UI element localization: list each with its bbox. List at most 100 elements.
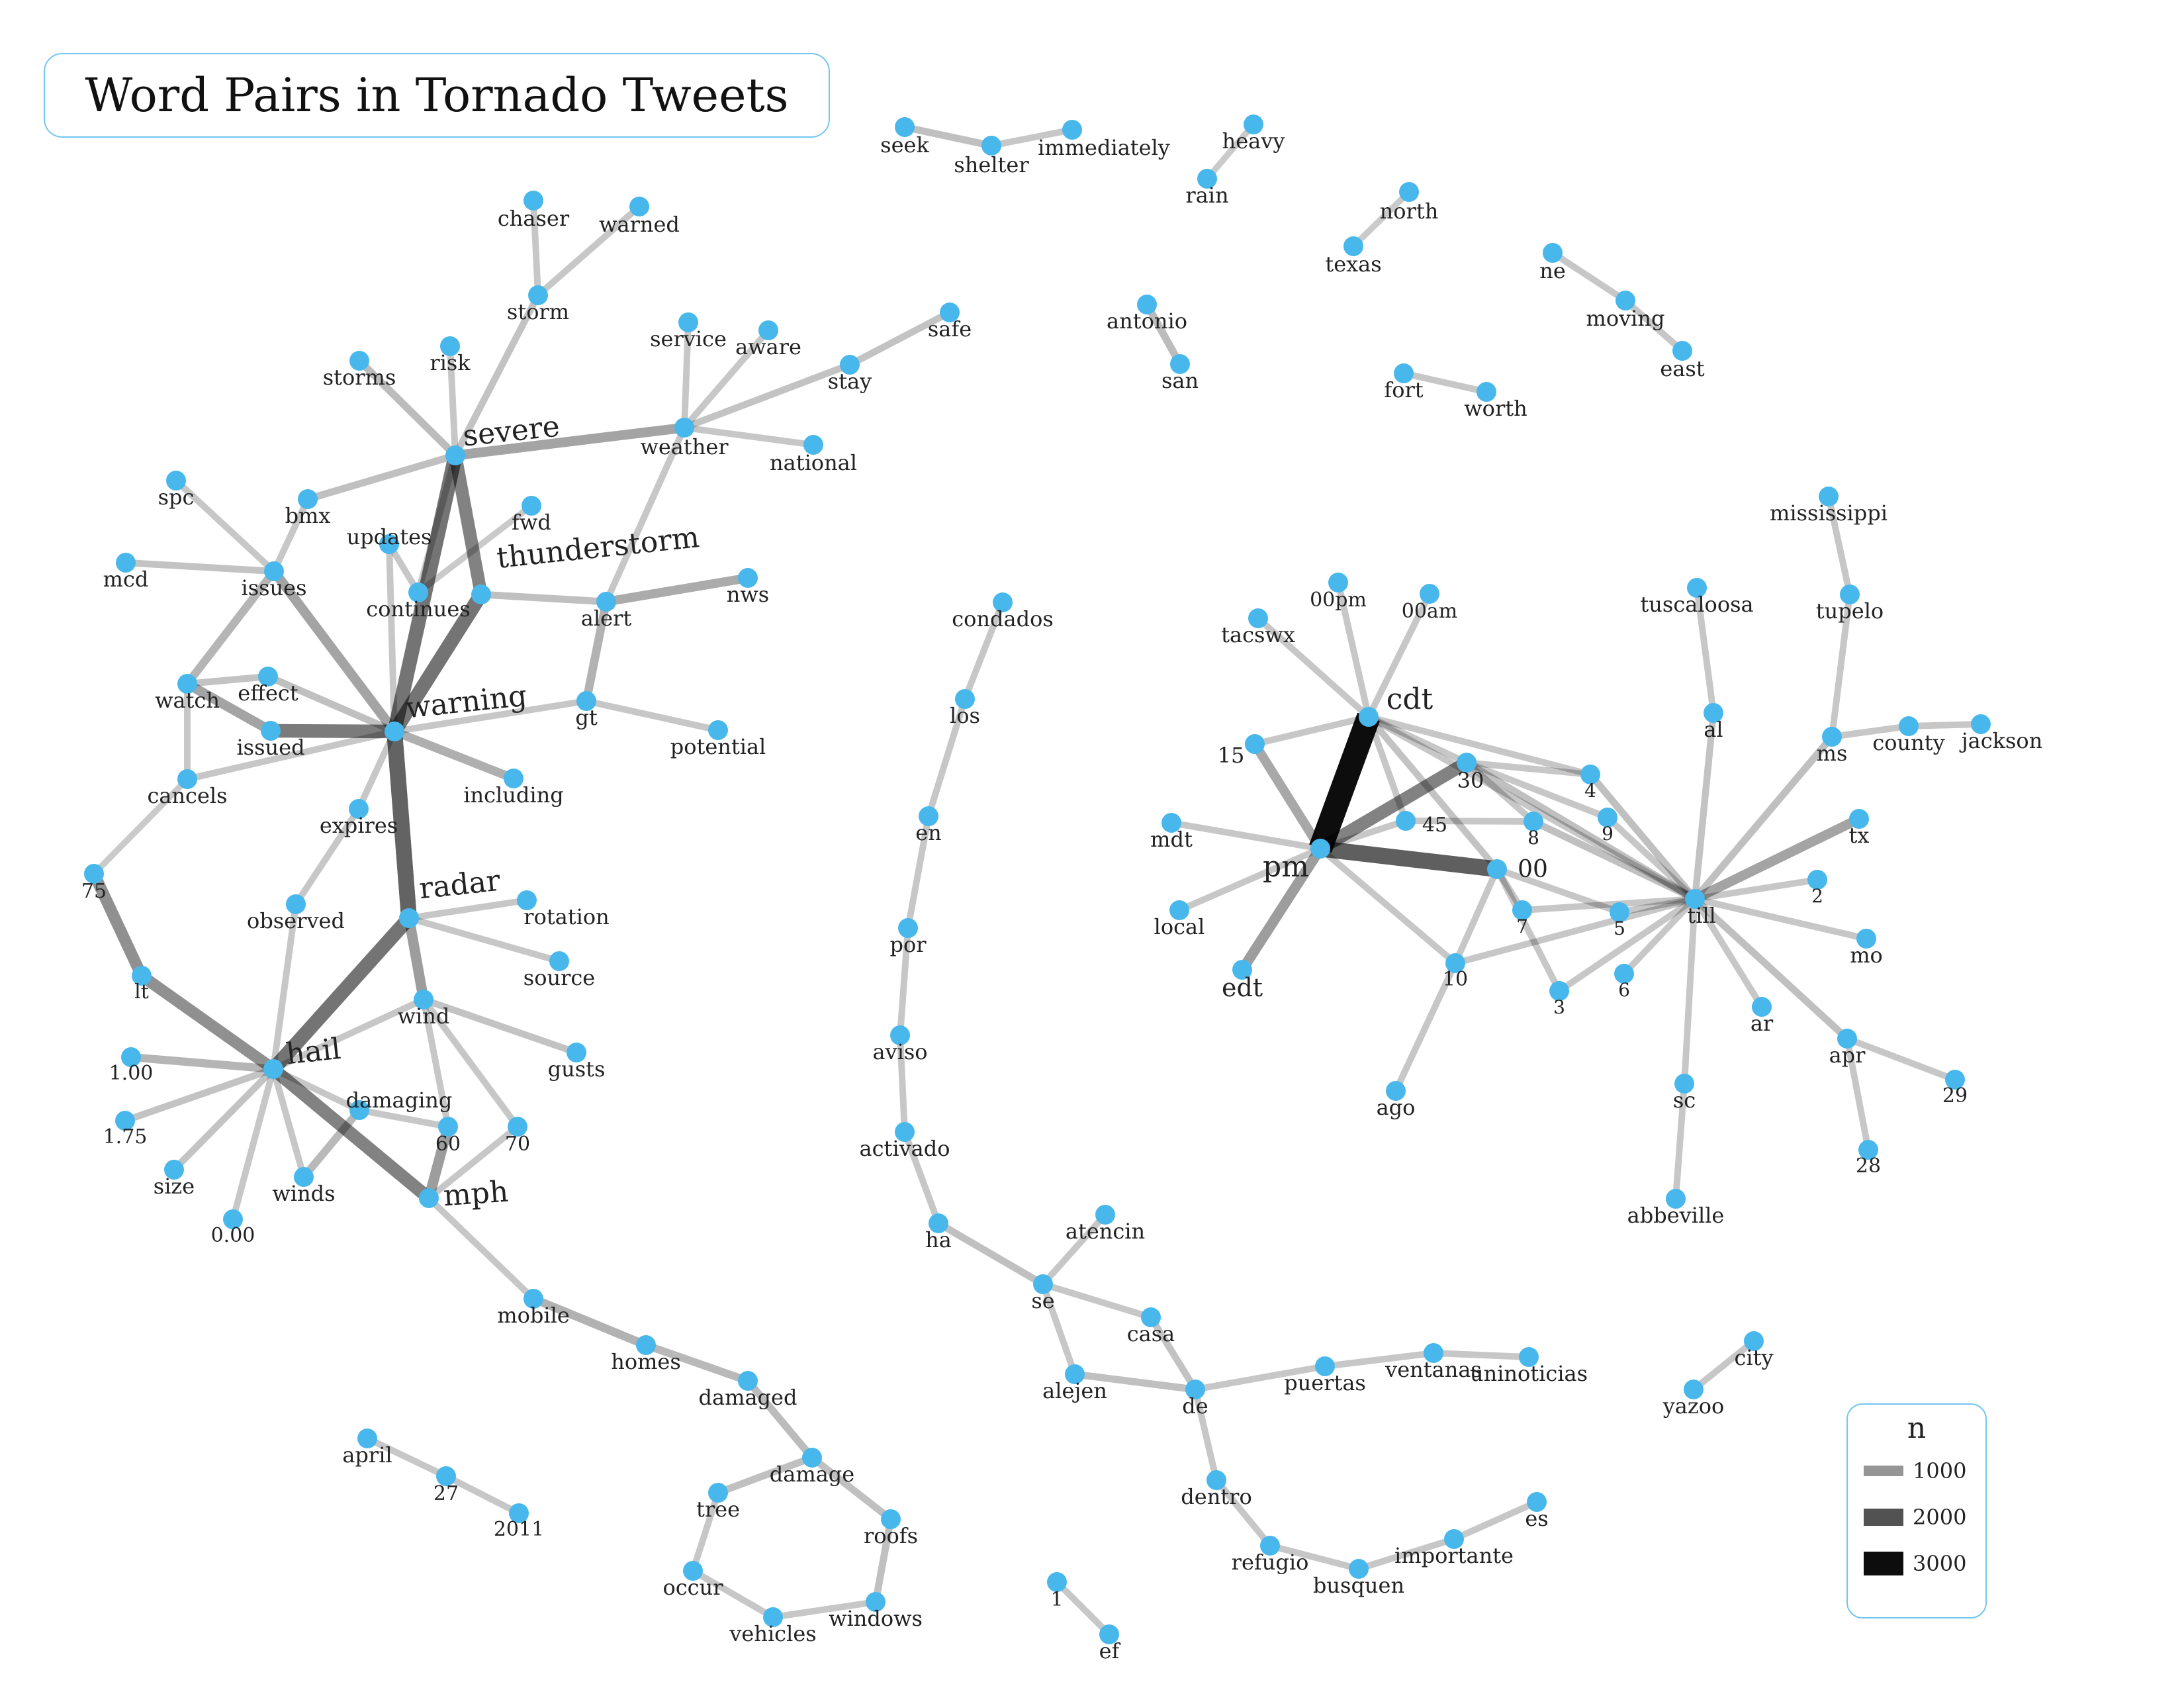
legend-swatch-2000 xyxy=(1864,1508,1903,1526)
edge-expires-observed xyxy=(293,807,362,906)
edge-mph-mobile xyxy=(426,1196,536,1301)
node-potential xyxy=(708,720,728,740)
edge-hail-mph xyxy=(269,1064,433,1203)
edge-30-9 xyxy=(1465,759,1609,821)
node-los xyxy=(955,689,975,709)
edge-warned-storm xyxy=(535,204,642,298)
node-label-27: 27 xyxy=(433,1482,459,1505)
node-label-storm: storm xyxy=(507,299,569,324)
node-9 xyxy=(1598,808,1617,827)
node-including xyxy=(504,769,523,788)
node-label-damaged: damaged xyxy=(699,1385,797,1410)
edge-pm-local xyxy=(1178,845,1322,914)
legend: n 1000 2000 3000 xyxy=(1846,1403,1987,1618)
node-por xyxy=(898,918,918,938)
node-antonio xyxy=(1137,295,1157,314)
edge-moving-east xyxy=(1623,298,1685,353)
node-label-yazoo: yazoo xyxy=(1662,1393,1725,1419)
node-label-2: 2 xyxy=(1811,885,1823,907)
node-label-safe: safe xyxy=(928,316,972,342)
edge-chaser-storm xyxy=(530,200,541,296)
node-label-hail: hail xyxy=(285,1032,343,1071)
edge-spc-issues xyxy=(173,478,277,574)
node-label-1.00: 1.00 xyxy=(109,1062,154,1085)
node-radar xyxy=(399,908,419,928)
edge-cdt-till xyxy=(1367,714,1697,902)
edge-tuscaloosa-al xyxy=(1694,587,1717,714)
edge-por-aviso xyxy=(897,927,911,1036)
node-casa xyxy=(1141,1307,1161,1327)
edge-ha-se xyxy=(936,1220,1045,1288)
edge-ventanas-uninoticias xyxy=(1433,1350,1529,1360)
node-size xyxy=(164,1160,184,1180)
node-label-dentro: dentro xyxy=(1181,1484,1251,1509)
node-rain xyxy=(1197,169,1217,189)
edge-sc-abbeville xyxy=(1672,1083,1688,1199)
edge-15-pm xyxy=(1250,741,1325,851)
node-label-uninoticias: uninoticias xyxy=(1470,1361,1588,1386)
node-label-national: national xyxy=(770,450,857,475)
edge-activado-ha xyxy=(901,1131,942,1225)
node-cdt xyxy=(1359,707,1379,727)
node-label-risk: risk xyxy=(430,350,471,375)
node-storms xyxy=(349,351,369,371)
edge-apr-29 xyxy=(1846,1035,1956,1083)
node-continues xyxy=(408,583,428,602)
node-label-updates: updates xyxy=(347,524,432,549)
legend-swatch-1000 xyxy=(1864,1465,1903,1477)
node-1.75 xyxy=(115,1111,135,1131)
node-label-storms: storms xyxy=(323,365,396,390)
node-label-casa: casa xyxy=(1127,1321,1175,1346)
node-damage xyxy=(802,1448,822,1468)
node-cancels xyxy=(177,769,197,789)
edge-till-2 xyxy=(1694,876,1818,902)
edge-pm-00 xyxy=(1319,840,1498,878)
node-label-rotation: rotation xyxy=(523,904,609,929)
node-hail xyxy=(263,1059,283,1079)
edge-weather-national xyxy=(684,424,814,448)
edge-radar-source xyxy=(408,915,561,964)
nodes-layer xyxy=(84,115,1991,1644)
edge-cdt-00 xyxy=(1366,714,1500,872)
edge-30-4 xyxy=(1466,759,1591,778)
edge-thunderstorm-alert xyxy=(480,590,607,606)
node-label-weather: weather xyxy=(640,434,729,459)
node-label-stay: stay xyxy=(828,369,872,394)
edge-hail-1.00 xyxy=(130,1053,274,1074)
node-label-atencin: atencin xyxy=(1066,1219,1145,1244)
edge-yazoo-city xyxy=(1691,1338,1756,1392)
node-7 xyxy=(1512,900,1532,920)
node-label-mcd: mcd xyxy=(103,567,149,592)
node-label-importante: importante xyxy=(1394,1543,1514,1568)
edge-damaged-damage xyxy=(745,1378,815,1460)
node-label-6: 6 xyxy=(1618,979,1630,1001)
node-label-15: 15 xyxy=(1218,743,1245,768)
node-storm xyxy=(528,285,548,305)
node-label-including: including xyxy=(463,782,563,808)
edge-thunderstorm-warning xyxy=(388,590,488,735)
edge-damaging-winds xyxy=(300,1107,363,1180)
title-box: Word Pairs in Tornado Tweets xyxy=(44,53,830,138)
edge-7-till xyxy=(1522,896,1696,914)
node-label-busquen: busquen xyxy=(1313,1573,1404,1598)
node-label-cancels: cancels xyxy=(147,783,227,808)
node-april xyxy=(357,1429,377,1448)
edge-wind-70 xyxy=(421,998,520,1129)
edge-busquen-importante xyxy=(1357,1536,1455,1572)
node-00pm xyxy=(1328,573,1348,592)
node-label-gusts: gusts xyxy=(548,1056,606,1082)
edge-alert-nws xyxy=(605,573,749,606)
node-atencin xyxy=(1095,1205,1115,1225)
node-warning xyxy=(385,722,404,741)
node-label-watch: watch xyxy=(155,688,220,713)
node-label-tuscaloosa: tuscaloosa xyxy=(1640,592,1753,617)
node-label-28: 28 xyxy=(1856,1154,1881,1178)
edge-10-ago xyxy=(1392,961,1459,1093)
node-label-alejen: alejen xyxy=(1042,1378,1107,1403)
edge-wind-60 xyxy=(420,999,451,1127)
node-severe xyxy=(445,445,465,465)
node-label-00am: 00am xyxy=(1402,600,1458,623)
node-heavy xyxy=(1244,115,1263,134)
node-label-10: 10 xyxy=(1443,968,1468,991)
node-label-ha: ha xyxy=(925,1227,952,1252)
